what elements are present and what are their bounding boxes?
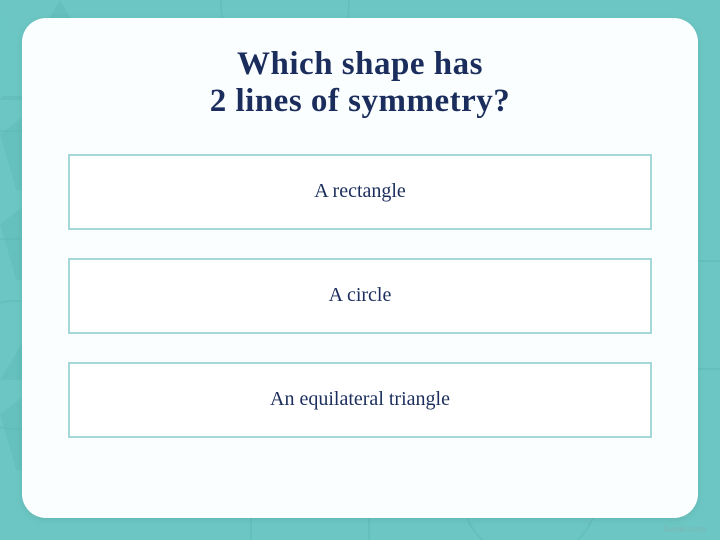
- answer-option-2[interactable]: An equilateral triangle: [68, 362, 652, 438]
- answers-container: A rectangle A circle An equilateral triang…: [68, 154, 652, 438]
- answer-option-0[interactable]: A rectangle: [68, 154, 652, 230]
- quiz-card: Which shape has2 lines of symmetry? A re…: [22, 18, 698, 518]
- answer-label: An equilateral triangle: [270, 388, 450, 411]
- answer-label: A circle: [329, 284, 392, 307]
- question-line: 2 lines of symmetry?: [210, 83, 511, 120]
- question-line: Which shape has: [210, 46, 511, 83]
- footer-watermark: twinkl.com: [664, 524, 706, 534]
- answer-option-1[interactable]: A circle: [68, 258, 652, 334]
- answer-label: A rectangle: [314, 180, 406, 203]
- question-text: Which shape has2 lines of symmetry?: [210, 46, 511, 120]
